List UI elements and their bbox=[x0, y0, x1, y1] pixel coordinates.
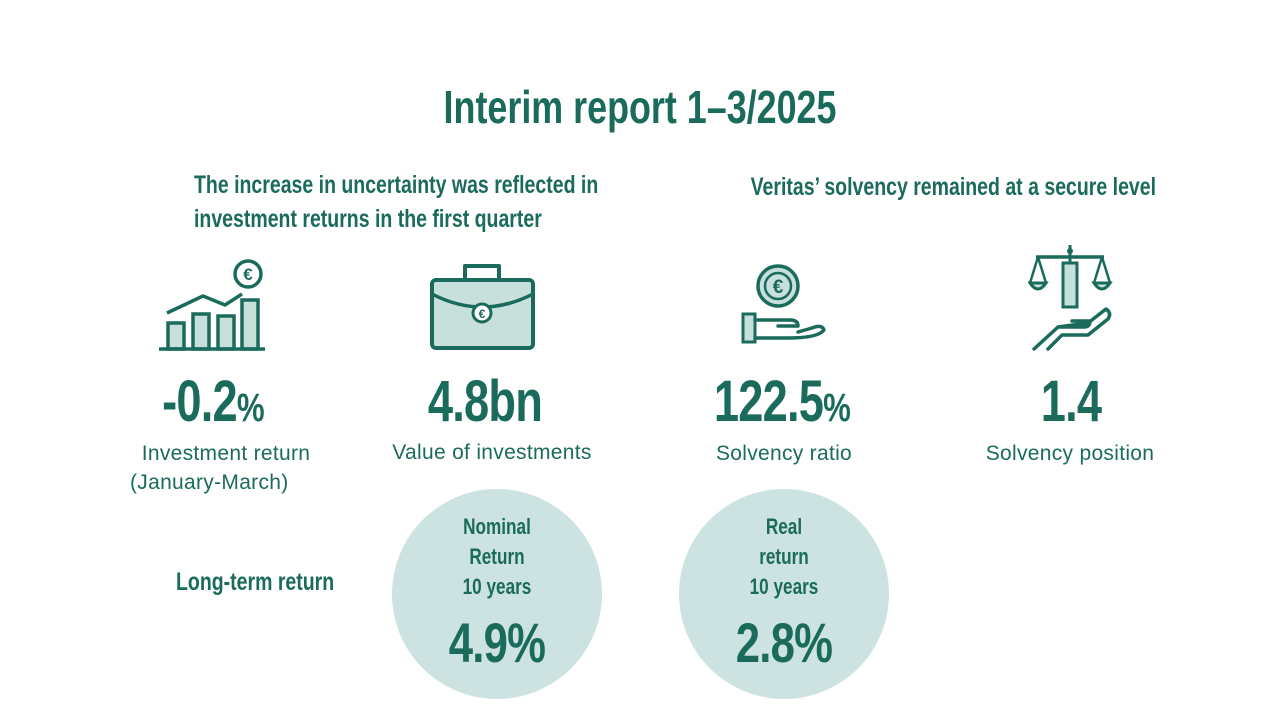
nominal-return-circle: Nominal Return 10 years 4.9% bbox=[392, 489, 602, 699]
long-term-return-label: Long-term return bbox=[176, 568, 335, 596]
real-caption-line-1: Real bbox=[765, 514, 803, 539]
kpi-solvency-position-value: 1.4 bbox=[993, 368, 1149, 435]
investment-value-number: 4.8bn bbox=[427, 369, 543, 434]
nominal-caption-line-1: Nominal bbox=[463, 514, 531, 539]
kpi-solvency-ratio-label: Solvency ratio bbox=[715, 442, 853, 465]
left-section-heading: The increase in uncertainty was reflecte… bbox=[194, 168, 599, 236]
real-return-circle: Real return 10 years 2.8% bbox=[679, 489, 889, 699]
solvency-position-number: 1.4 bbox=[1040, 369, 1102, 434]
real-caption-line-2: return bbox=[759, 544, 809, 569]
nominal-caption-line-3: 10 years bbox=[462, 574, 532, 599]
solvency-ratio-unit: % bbox=[823, 386, 851, 430]
svg-text:€: € bbox=[243, 265, 253, 284]
briefcase-euro-icon: € bbox=[430, 264, 535, 350]
kpi-solvency-position-label: Solvency position bbox=[985, 442, 1155, 465]
left-heading-line-1: The increase in uncertainty was reflecte… bbox=[194, 171, 599, 199]
hand-euro-coin-icon: € bbox=[741, 264, 826, 344]
investment-return-label-line-2: (January-March) bbox=[130, 471, 289, 494]
left-heading-line-2: investment returns in the first quarter bbox=[194, 205, 542, 233]
svg-text:€: € bbox=[773, 277, 784, 298]
right-section-heading: Veritas’ solvency remained at a secure l… bbox=[750, 173, 1157, 201]
kpi-investment-return-label: Investment return (January-March) bbox=[108, 439, 344, 497]
svg-text:€: € bbox=[479, 307, 486, 321]
investment-return-unit: % bbox=[236, 386, 265, 430]
real-caption-line-3: 10 years bbox=[749, 574, 819, 599]
investment-return-label-line-1: Investment return bbox=[141, 442, 311, 465]
investment-return-number: -0.2 bbox=[162, 369, 238, 434]
real-return-caption: Real return 10 years bbox=[702, 512, 866, 602]
kpi-investment-return-value: -0.2% bbox=[135, 368, 291, 435]
real-return-value: 2.8% bbox=[735, 611, 833, 674]
page-title: Interim report 1–3/2025 bbox=[443, 81, 837, 133]
scales-hand-icon bbox=[1028, 245, 1113, 351]
kpi-investment-value-label: Value of investments bbox=[392, 441, 592, 464]
solvency-ratio-number: 122.5 bbox=[713, 369, 824, 434]
nominal-caption-line-2: Return bbox=[469, 544, 525, 569]
bar-chart-euro-icon: € bbox=[159, 259, 265, 351]
nominal-return-caption: Nominal Return 10 years bbox=[415, 512, 579, 602]
nominal-return-value: 4.9% bbox=[448, 611, 546, 674]
kpi-solvency-ratio-value: 122.5% bbox=[704, 368, 860, 435]
kpi-investment-value: 4.8bn bbox=[407, 368, 563, 435]
